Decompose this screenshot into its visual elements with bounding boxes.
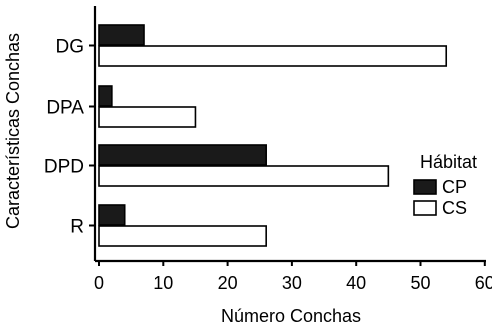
category-label-dpd: DPD [44,157,84,178]
axes-layer [93,6,486,263]
x-ticks: 0 10 20 30 40 50 60 [94,261,492,293]
category-labels: DG DPA DPD R [44,37,95,238]
bar-cp-dpa [98,85,113,107]
bar-cp-dpd [98,144,267,166]
x-tick-label: 60 [475,273,492,293]
y-axis-title: Características Conchas [3,33,23,229]
bar-cp-dg [98,24,145,46]
bar-cp-r [98,204,126,226]
x-tick-label: 20 [218,273,238,293]
legend-label-cp: CP [442,177,467,197]
category-label-dg: DG [56,37,85,58]
x-tick-label: 0 [94,273,104,293]
bar-cs-dg [98,45,448,67]
legend-swatch-cs [413,200,437,216]
x-tick-label: 50 [410,273,430,293]
legend-label-cs: CS [442,198,467,218]
x-tick-label: 40 [346,273,366,293]
bar-cs-dpa [98,106,197,128]
legend-swatch-cp [413,179,437,195]
bar-cs-dpd [98,165,390,187]
bars-layer [98,24,448,247]
x-axis-title: Número Conchas [221,306,361,326]
bar-cs-r [98,225,267,247]
x-tick-label: 30 [282,273,302,293]
x-tick-label: 10 [153,273,173,293]
category-label-r: R [70,217,84,238]
legend-title: Hábitat [420,152,477,172]
category-label-dpa: DPA [46,98,84,119]
